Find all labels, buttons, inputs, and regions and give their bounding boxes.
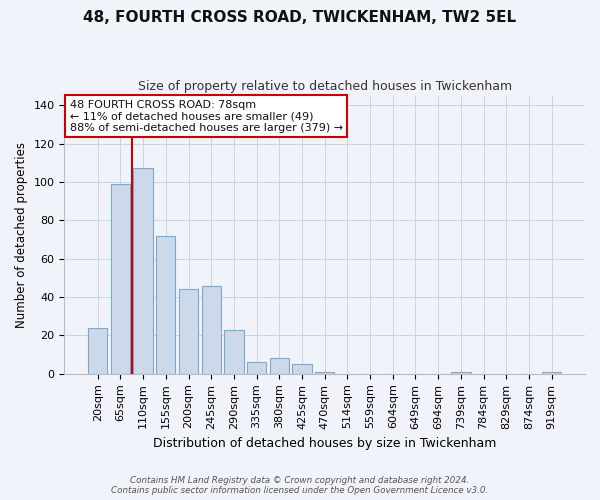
Bar bbox=[88, 328, 107, 374]
Text: Contains HM Land Registry data © Crown copyright and database right 2024.
Contai: Contains HM Land Registry data © Crown c… bbox=[112, 476, 488, 495]
Bar bbox=[292, 364, 311, 374]
Y-axis label: Number of detached properties: Number of detached properties bbox=[15, 142, 28, 328]
Bar bbox=[542, 372, 562, 374]
X-axis label: Distribution of detached houses by size in Twickenham: Distribution of detached houses by size … bbox=[153, 437, 496, 450]
Bar bbox=[111, 184, 130, 374]
Bar bbox=[133, 168, 153, 374]
Text: 48 FOURTH CROSS ROAD: 78sqm
← 11% of detached houses are smaller (49)
88% of sem: 48 FOURTH CROSS ROAD: 78sqm ← 11% of det… bbox=[70, 100, 343, 133]
Text: 48, FOURTH CROSS ROAD, TWICKENHAM, TW2 5EL: 48, FOURTH CROSS ROAD, TWICKENHAM, TW2 5… bbox=[83, 10, 517, 25]
Bar bbox=[202, 286, 221, 374]
Bar bbox=[315, 372, 334, 374]
Bar bbox=[451, 372, 470, 374]
Bar bbox=[247, 362, 266, 374]
Bar bbox=[224, 330, 244, 374]
Bar bbox=[156, 236, 175, 374]
Title: Size of property relative to detached houses in Twickenham: Size of property relative to detached ho… bbox=[137, 80, 512, 93]
Bar bbox=[179, 290, 198, 374]
Bar bbox=[269, 358, 289, 374]
